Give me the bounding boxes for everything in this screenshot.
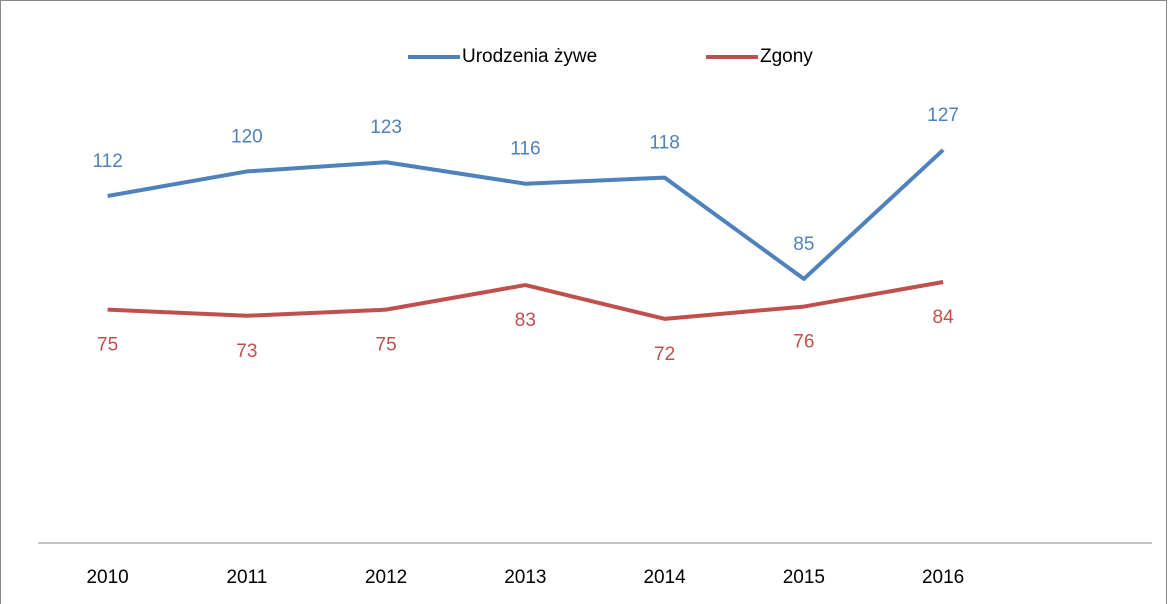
- data-label: 84: [933, 307, 955, 328]
- x-tick-label: 2011: [226, 567, 267, 588]
- data-label: 118: [649, 133, 679, 154]
- data-label: 83: [515, 310, 536, 331]
- data-label: 120: [231, 126, 263, 147]
- data-label: 112: [92, 151, 122, 172]
- data-label: 116: [510, 139, 540, 160]
- data-label: 72: [654, 344, 675, 365]
- series-line: [107, 280, 944, 321]
- x-tick-label: 2012: [365, 567, 407, 588]
- data-label: 75: [97, 335, 118, 356]
- x-tick-label: 2013: [504, 567, 546, 588]
- legend-label: Urodzenia żywe: [462, 46, 597, 67]
- data-label: 123: [370, 117, 402, 138]
- data-label: 75: [376, 335, 397, 356]
- x-tick-label: 2015: [783, 567, 825, 588]
- x-tick-label: 2010: [86, 567, 128, 588]
- data-label: 73: [236, 341, 257, 362]
- legend-label: Zgony: [760, 46, 813, 67]
- data-label: 85: [793, 234, 814, 255]
- x-tick-label: 2016: [922, 567, 964, 588]
- series-line: [107, 148, 945, 281]
- data-label: 76: [793, 332, 814, 353]
- data-label: 127: [927, 105, 959, 126]
- x-tick-label: 2014: [643, 567, 686, 588]
